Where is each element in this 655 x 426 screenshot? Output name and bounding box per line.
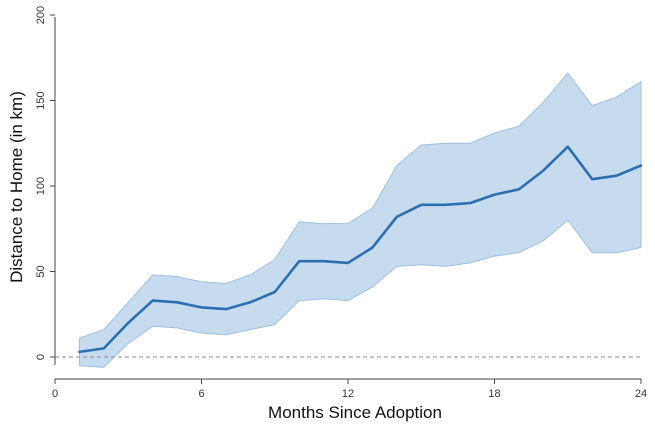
confidence-band-layer — [78, 72, 642, 368]
x-tick-label: 0 — [52, 388, 58, 400]
y-tick-label: 150 — [35, 91, 47, 109]
x-tick-label: 18 — [488, 388, 500, 400]
y-axis-title: Distance to Home (in km) — [7, 91, 26, 283]
x-tick-label: 24 — [635, 388, 647, 400]
x-tick-label: 12 — [342, 388, 354, 400]
series-line — [78, 145, 643, 354]
y-tick-label: 200 — [35, 6, 47, 24]
y-tick-label: 0 — [35, 354, 47, 360]
y-tick-label: 100 — [35, 177, 47, 195]
y-ticks: 0 50 100 150 200 — [35, 6, 55, 360]
x-axis-title: Months Since Adoption — [268, 403, 442, 422]
y-tick-label: 50 — [35, 265, 47, 277]
x-ticks: 0 6 12 18 24 — [52, 379, 647, 400]
confidence-band — [78, 72, 642, 368]
series-line-layer — [78, 145, 643, 354]
x-tick-label: 6 — [198, 388, 204, 400]
